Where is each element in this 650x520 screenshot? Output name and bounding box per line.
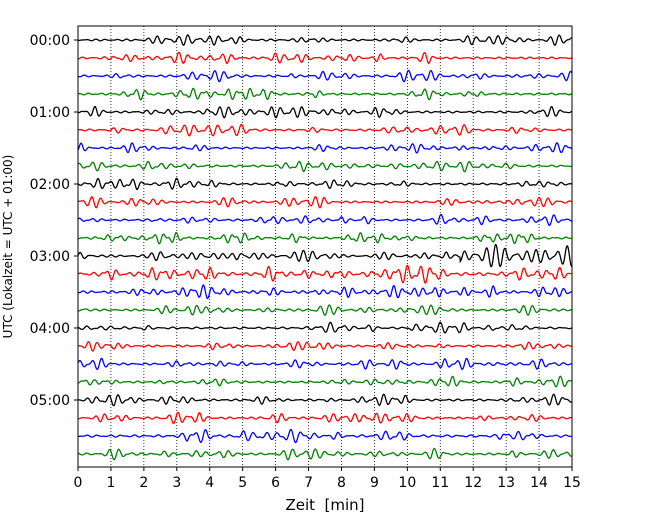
y-tick-label: 00:00 xyxy=(30,33,70,49)
trace-0430 xyxy=(77,357,573,370)
trace-0015 xyxy=(77,51,573,65)
trace-0415 xyxy=(77,340,573,352)
y-axis-ticks: 00:00 01:00 02:00 03:00 04:00 05:00 xyxy=(30,33,78,409)
trace-0100 xyxy=(77,105,573,119)
y-tick-label: 04:00 xyxy=(30,321,70,337)
y-tick-label: 01:00 xyxy=(30,105,70,121)
trace-0400 xyxy=(77,321,573,334)
x-tick-label: 5 xyxy=(238,475,247,491)
trace-0445 xyxy=(77,375,573,388)
x-tick-label: 6 xyxy=(271,475,280,491)
x-tick-label: 2 xyxy=(139,475,148,491)
x-tick-label: 9 xyxy=(370,475,379,491)
y-tick-label: 03:00 xyxy=(30,249,70,265)
trace-0215 xyxy=(77,196,573,209)
trace-0530 xyxy=(77,428,573,444)
y-axis-label: UTC (Lokalzeit = UTC + 01:00) xyxy=(1,155,15,339)
trace-0245 xyxy=(77,231,573,245)
trace-0030 xyxy=(77,69,573,83)
trace-0230 xyxy=(77,213,573,227)
x-tick-label: 1 xyxy=(106,475,115,491)
trace-0345 xyxy=(77,304,573,316)
trace-0330 xyxy=(77,284,573,300)
trace-0500 xyxy=(78,393,573,407)
x-tick-label: 10 xyxy=(398,475,416,491)
x-tick-label: 13 xyxy=(497,475,515,491)
trace-0200 xyxy=(77,177,573,191)
x-tick-label: 7 xyxy=(304,475,313,491)
seismic-traces xyxy=(77,34,573,461)
x-axis-label: Zeit [min] xyxy=(285,496,364,514)
y-tick-label: 05:00 xyxy=(30,393,70,409)
x-tick-label: 8 xyxy=(337,475,346,491)
x-tick-label: 15 xyxy=(563,475,581,491)
trace-0000 xyxy=(77,34,573,46)
trace-0130 xyxy=(77,142,573,154)
trace-0315 xyxy=(77,264,573,284)
x-tick-label: 12 xyxy=(464,475,482,491)
x-axis-ticks: 0 1 2 3 4 5 6 7 8 9 10 11 12 13 14 15 xyxy=(74,467,581,491)
trace-0145 xyxy=(77,160,573,173)
trace-0545 xyxy=(77,447,573,461)
plot-frame xyxy=(77,25,573,468)
trace-0045 xyxy=(77,87,573,101)
trace-0515 xyxy=(77,411,573,425)
y-tick-label: 02:00 xyxy=(30,177,70,193)
x-tick-label: 0 xyxy=(74,475,83,491)
x-tick-label: 14 xyxy=(530,475,548,491)
x-tick-label: 11 xyxy=(431,475,449,491)
trace-0115 xyxy=(77,123,573,137)
x-tick-label: 3 xyxy=(172,475,181,491)
trace-0300 xyxy=(77,243,573,268)
x-tick-label: 4 xyxy=(205,475,214,491)
